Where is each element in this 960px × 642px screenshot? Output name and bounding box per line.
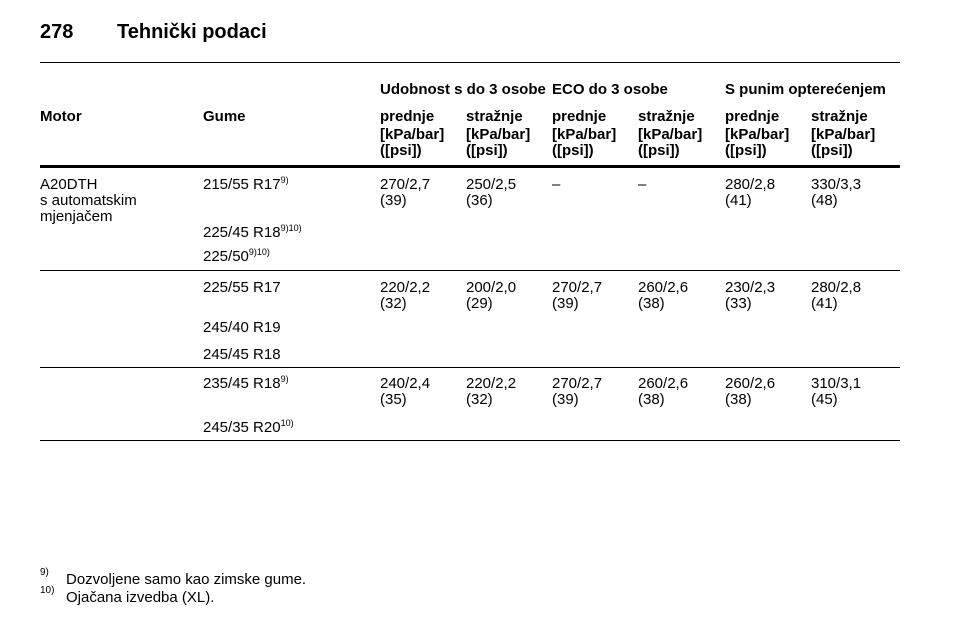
row-rule bbox=[40, 270, 900, 271]
tire-size: 225/45 R189)10) bbox=[203, 223, 302, 241]
pressure: 220/2,2 bbox=[466, 375, 517, 392]
column-header: stražnje bbox=[811, 108, 868, 125]
unit: [kPa/bar] bbox=[380, 126, 445, 143]
column-header: prednje bbox=[725, 108, 780, 125]
table-header-rule bbox=[40, 165, 900, 168]
unit: [kPa/bar] bbox=[466, 126, 531, 143]
page-number: 278 bbox=[40, 21, 74, 43]
unit: [kPa/bar] bbox=[638, 126, 703, 143]
unit: ([psi]) bbox=[466, 142, 508, 159]
pressure: (39) bbox=[552, 391, 579, 408]
footnote-text: Dozvoljene samo kao zimske gume. bbox=[66, 571, 307, 588]
pressure: (38) bbox=[725, 391, 752, 408]
page-title: Tehnički podaci bbox=[117, 21, 267, 43]
header-rule bbox=[40, 62, 900, 63]
pressure: 330/3,3 bbox=[811, 176, 862, 193]
pressure: 200/2,0 bbox=[466, 279, 517, 296]
column-header: prednje bbox=[552, 108, 607, 125]
column-header: stražnje bbox=[466, 108, 523, 125]
tire-size: 245/40 R19 bbox=[203, 319, 281, 336]
column-header: stražnje bbox=[638, 108, 695, 125]
motor: s automatskim bbox=[40, 192, 137, 209]
tire-size: 215/55 R179) bbox=[203, 175, 289, 193]
tire-size: 225/55 R17 bbox=[203, 279, 281, 296]
pressure: 220/2,2 bbox=[380, 279, 431, 296]
tire-size: 245/45 R18 bbox=[203, 346, 281, 363]
pressure: 260/2,6 bbox=[638, 375, 689, 392]
pressure: 240/2,4 bbox=[380, 375, 431, 392]
footnote-ref: 9)10) bbox=[248, 247, 270, 257]
group-header: Udobnost s do 3 osobe bbox=[380, 81, 546, 98]
pressure: 270/2,7 bbox=[552, 375, 603, 392]
footnote-ref: 9) bbox=[280, 374, 289, 384]
footnote-mark: 10) bbox=[40, 585, 55, 596]
unit: [kPa/bar] bbox=[552, 126, 617, 143]
pressure: (35) bbox=[380, 391, 407, 408]
pressure: (41) bbox=[811, 295, 838, 312]
pressure: 270/2,7 bbox=[552, 279, 603, 296]
pressure: 260/2,6 bbox=[638, 279, 689, 296]
tire-size: 245/35 R2010) bbox=[203, 418, 294, 436]
pressure: (32) bbox=[466, 391, 493, 408]
column-header: Motor bbox=[40, 108, 82, 125]
unit: [kPa/bar] bbox=[811, 126, 876, 143]
unit: ([psi]) bbox=[552, 142, 594, 159]
unit: ([psi]) bbox=[725, 142, 767, 159]
unit: ([psi]) bbox=[811, 142, 853, 159]
pressure: 280/2,8 bbox=[725, 176, 776, 193]
footnote-mark: 9) bbox=[40, 567, 49, 578]
footnote-ref: 9)10) bbox=[280, 223, 302, 233]
column-header: prednje bbox=[380, 108, 435, 125]
pressure: 250/2,5 bbox=[466, 176, 517, 193]
pressure: (29) bbox=[466, 295, 493, 312]
footnote-ref: 10) bbox=[280, 418, 294, 428]
unit: ([psi]) bbox=[638, 142, 680, 159]
footnote-text: Ojačana izvedba (XL). bbox=[66, 589, 215, 606]
tire-size: 225/509)10) bbox=[203, 247, 270, 265]
pressure: (45) bbox=[811, 391, 838, 408]
motor: mjenjačem bbox=[40, 208, 113, 225]
pressure: (38) bbox=[638, 391, 665, 408]
pressure: 230/2,3 bbox=[725, 279, 776, 296]
pressure: – bbox=[638, 176, 647, 193]
motor: A20DTH bbox=[40, 176, 98, 193]
row-rule bbox=[40, 367, 900, 368]
pressure: – bbox=[552, 176, 561, 193]
pressure: (33) bbox=[725, 295, 752, 312]
pressure: 280/2,8 bbox=[811, 279, 862, 296]
unit: ([psi]) bbox=[380, 142, 422, 159]
group-header: S punim opterećenjem bbox=[725, 81, 886, 98]
pressure: (48) bbox=[811, 192, 838, 209]
column-header: Gume bbox=[203, 108, 246, 125]
pressure: (32) bbox=[380, 295, 407, 312]
group-header: ECO do 3 osobe bbox=[552, 81, 668, 98]
unit: [kPa/bar] bbox=[725, 126, 790, 143]
pressure: (41) bbox=[725, 192, 752, 209]
pressure: (38) bbox=[638, 295, 665, 312]
row-rule bbox=[40, 440, 900, 441]
pressure: (39) bbox=[552, 295, 579, 312]
tire-size: 235/45 R189) bbox=[203, 374, 289, 392]
pressure: 270/2,7 bbox=[380, 176, 431, 193]
pressure: 260/2,6 bbox=[725, 375, 776, 392]
pressure: (39) bbox=[380, 192, 407, 209]
pressure: 310/3,1 bbox=[811, 375, 862, 392]
pressure: (36) bbox=[466, 192, 493, 209]
footnote-ref: 9) bbox=[280, 175, 289, 185]
